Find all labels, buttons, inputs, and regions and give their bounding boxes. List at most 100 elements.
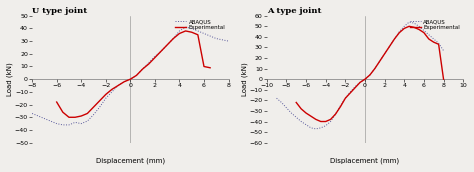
Line: Experimental: Experimental <box>296 26 444 121</box>
Experimental <box>91 106 96 108</box>
Experimental <box>436 43 441 45</box>
ABAQUS <box>372 68 378 70</box>
Experimental <box>66 116 72 118</box>
ABAQUS <box>401 25 407 27</box>
ABAQUS <box>183 26 189 28</box>
Experimental <box>140 68 146 70</box>
Line: ABAQUS: ABAQUS <box>277 22 444 129</box>
ABAQUS <box>328 120 333 122</box>
Experimental <box>164 44 170 46</box>
ABAQUS <box>323 125 328 127</box>
ABAQUS <box>134 74 139 76</box>
Experimental <box>387 45 392 47</box>
Experimental <box>183 30 189 32</box>
Experimental <box>97 100 102 102</box>
Legend: ABAQUS, Experimental: ABAQUS, Experimental <box>174 19 226 31</box>
ABAQUS <box>337 105 343 107</box>
Text: A type joint: A type joint <box>267 7 321 15</box>
Experimental <box>337 106 343 108</box>
ABAQUS <box>115 84 121 87</box>
ABAQUS <box>318 127 324 129</box>
Experimental <box>298 108 304 110</box>
ABAQUS <box>274 97 280 99</box>
Experimental <box>343 97 348 99</box>
ABAQUS <box>146 62 152 64</box>
ABAQUS <box>436 42 441 44</box>
Experimental <box>352 87 358 89</box>
Y-axis label: Load (kN): Load (kN) <box>7 62 13 96</box>
Experimental <box>416 28 422 30</box>
Experimental <box>401 27 407 29</box>
Experimental <box>207 67 213 69</box>
Experimental <box>347 92 353 94</box>
ABAQUS <box>382 53 387 55</box>
ABAQUS <box>333 113 338 115</box>
ABAQUS <box>293 116 299 118</box>
ABAQUS <box>54 123 60 125</box>
ABAQUS <box>29 112 35 115</box>
Experimental <box>397 32 402 34</box>
Experimental <box>382 53 387 55</box>
ABAQUS <box>66 124 72 126</box>
ABAQUS <box>283 107 289 109</box>
ABAQUS <box>226 40 231 42</box>
Experimental <box>431 41 437 43</box>
Experimental <box>103 93 109 95</box>
Experimental <box>128 78 133 80</box>
Experimental <box>372 68 378 70</box>
ABAQUS <box>397 31 402 33</box>
ABAQUS <box>121 81 127 83</box>
ABAQUS <box>347 91 353 93</box>
ABAQUS <box>60 124 66 126</box>
ABAQUS <box>171 37 176 40</box>
ABAQUS <box>207 35 213 37</box>
Experimental <box>421 32 427 34</box>
ABAQUS <box>177 30 182 32</box>
ABAQUS <box>158 50 164 52</box>
Experimental <box>426 38 432 40</box>
ABAQUS <box>189 27 194 29</box>
Line: ABAQUS: ABAQUS <box>32 27 228 125</box>
ABAQUS <box>36 115 41 117</box>
ABAQUS <box>367 74 373 76</box>
ABAQUS <box>357 81 363 83</box>
ABAQUS <box>377 60 383 62</box>
Experimental <box>72 116 78 118</box>
ABAQUS <box>352 85 358 88</box>
ABAQUS <box>387 45 392 47</box>
Experimental <box>318 120 324 122</box>
Experimental <box>362 78 368 80</box>
Experimental <box>109 88 115 90</box>
Experimental <box>195 34 201 36</box>
ABAQUS <box>128 78 133 80</box>
Experimental <box>377 60 383 62</box>
ABAQUS <box>289 112 294 114</box>
Experimental <box>121 81 127 83</box>
ABAQUS <box>152 55 158 57</box>
ABAQUS <box>416 25 422 27</box>
Experimental <box>201 66 207 68</box>
ABAQUS <box>97 106 102 108</box>
Experimental <box>171 37 176 40</box>
Text: U type joint: U type joint <box>32 7 87 15</box>
Experimental <box>54 101 60 103</box>
Experimental <box>441 78 447 80</box>
ABAQUS <box>431 38 437 40</box>
ABAQUS <box>411 22 417 24</box>
Experimental <box>411 26 417 28</box>
ABAQUS <box>308 127 314 129</box>
Experimental <box>146 63 152 65</box>
Experimental <box>303 112 309 114</box>
ABAQUS <box>426 34 432 36</box>
ABAQUS <box>48 120 54 122</box>
ABAQUS <box>392 38 397 40</box>
ABAQUS <box>109 91 115 93</box>
Legend: ABAQUS, Experimental: ABAQUS, Experimental <box>409 19 460 31</box>
Experimental <box>177 33 182 35</box>
Experimental <box>333 113 338 115</box>
ABAQUS <box>78 123 84 125</box>
ABAQUS <box>441 50 447 52</box>
Experimental <box>158 50 164 52</box>
ABAQUS <box>279 101 284 104</box>
ABAQUS <box>72 121 78 123</box>
